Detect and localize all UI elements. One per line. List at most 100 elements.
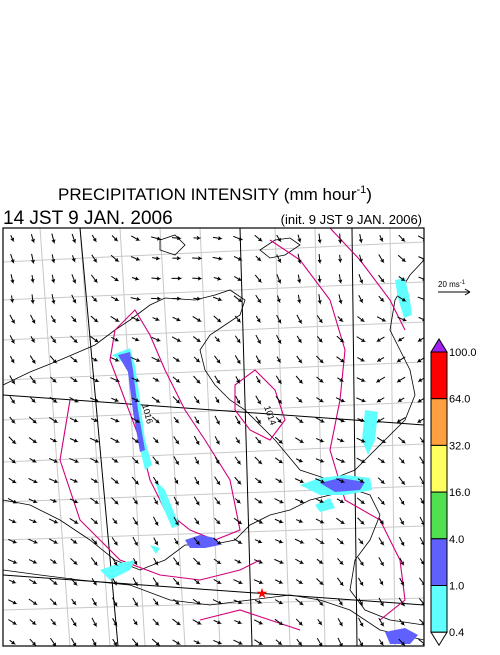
wind-arrow [295, 375, 304, 384]
wind-arrow [9, 396, 16, 405]
wind-arrow [357, 557, 365, 567]
wind-arrow [193, 396, 201, 404]
wind-arrow [275, 639, 283, 646]
wind-arrow [71, 294, 77, 304]
station-marker: ★ [256, 585, 269, 601]
wind-arrow [89, 397, 100, 403]
wind-arrow [193, 557, 202, 566]
vector-scale-superscript: -1 [460, 280, 466, 286]
wind-arrow [151, 638, 161, 646]
wind-arrow [172, 639, 182, 645]
wind-arrow [112, 618, 118, 627]
wind-arrow [173, 598, 181, 605]
wind-arrow [28, 477, 39, 484]
wind-arrow [112, 597, 118, 607]
wind-arrow [375, 376, 386, 384]
wind-arrow [214, 355, 222, 364]
wind-arrow [131, 316, 141, 322]
colorbar-segment [430, 585, 448, 633]
wind-arrow [234, 335, 242, 344]
wind-arrow [71, 315, 78, 323]
wind-arrow [378, 254, 385, 264]
wind-arrow [133, 558, 138, 566]
wind-arrow [275, 375, 283, 385]
wind-arrow [132, 577, 139, 587]
wind-arrow [274, 457, 284, 464]
wind-arrow [213, 276, 223, 281]
wind-arrow [30, 336, 36, 344]
wind-arrow [376, 417, 385, 424]
wind-arrow [358, 295, 364, 304]
wind-arrow [89, 437, 100, 443]
wind-arrow [295, 618, 304, 626]
wind-arrow [30, 275, 35, 284]
wind-arrow [234, 619, 243, 625]
wind-arrow [131, 276, 140, 281]
wind-arrow [50, 618, 57, 626]
wind-arrow [213, 639, 223, 645]
wind-arrow [316, 638, 323, 646]
wind-arrow [215, 396, 220, 404]
wind-arrow [51, 254, 56, 264]
wind-arrow [130, 356, 141, 362]
wind-arrow [234, 276, 243, 281]
wind-arrow [28, 598, 38, 605]
wind-arrow [130, 297, 142, 301]
wind-arrow [110, 417, 121, 423]
wind-arrow [253, 559, 264, 564]
wind-arrow [90, 517, 99, 525]
wind-arrow [376, 356, 385, 363]
wind-arrow [296, 638, 303, 646]
wind-arrow [274, 618, 284, 626]
wind-arrow [28, 559, 38, 564]
wind-arrow [132, 517, 139, 526]
wind-arrow [336, 356, 346, 363]
wind-arrow [274, 579, 284, 584]
wind-arrow [255, 315, 262, 323]
wind-arrow [295, 519, 304, 523]
wind-arrow [172, 577, 181, 586]
wind-arrow [194, 476, 200, 486]
wind-arrow [356, 497, 366, 505]
wind-arrow [91, 617, 98, 628]
wind-arrow [398, 497, 405, 506]
wind-arrow [357, 418, 366, 422]
wind-arrow [8, 436, 17, 445]
wind-arrow [255, 334, 262, 345]
wind-arrow [110, 437, 121, 443]
wind-arrow [253, 579, 264, 585]
wind-arrow [8, 619, 18, 625]
wind-arrow [69, 438, 79, 443]
colorbar-label: 32.0 [449, 440, 470, 452]
wind-arrow [214, 336, 221, 343]
wind-arrow [173, 436, 180, 445]
title-text: PRECIPITATION INTENSITY (mm hour [58, 185, 357, 204]
wind-arrow [30, 314, 36, 325]
colorbar-label: 16.0 [449, 487, 470, 499]
wind-arrow [397, 295, 407, 302]
wind-arrow [90, 557, 99, 566]
wind-arrow [172, 618, 182, 626]
wind-arrow [192, 256, 203, 261]
wind-arrow [335, 397, 346, 403]
wind-arrow [377, 457, 386, 464]
wind-arrow [295, 558, 305, 564]
colorbar-label: 64.0 [449, 394, 470, 406]
wind-arrow [28, 437, 38, 444]
wind-arrow [253, 619, 264, 625]
wind-arrow [337, 558, 345, 565]
wind-arrow [399, 557, 405, 566]
wind-arrow [132, 536, 139, 547]
wind-arrow [379, 578, 384, 586]
wind-arrow [398, 234, 406, 242]
wind-arrow [316, 376, 325, 383]
wind-arrow [70, 617, 78, 627]
wind-arrow [112, 638, 118, 646]
wind-arrow [70, 558, 79, 565]
wind-arrow [29, 638, 37, 646]
wind-arrow [337, 598, 344, 606]
wind-arrow [399, 577, 405, 587]
wind-arrow [90, 315, 99, 323]
major-graticule [3, 228, 424, 646]
